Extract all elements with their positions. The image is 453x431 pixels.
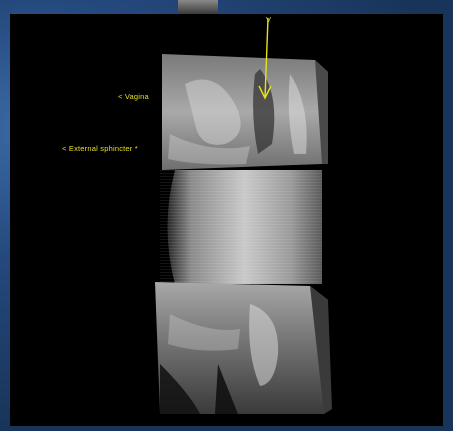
ultrasound-3d-volume (155, 17, 332, 414)
ultrasound-viewer[interactable]: V < Vagina < External sphincter * (10, 14, 443, 426)
viewer-top-tab (178, 0, 218, 14)
external-sphincter-label: < External sphincter * (62, 144, 138, 153)
down-arrow-icon (264, 17, 269, 99)
vagina-label: < Vagina (118, 92, 149, 101)
arrow-tip-label: V (266, 15, 272, 24)
